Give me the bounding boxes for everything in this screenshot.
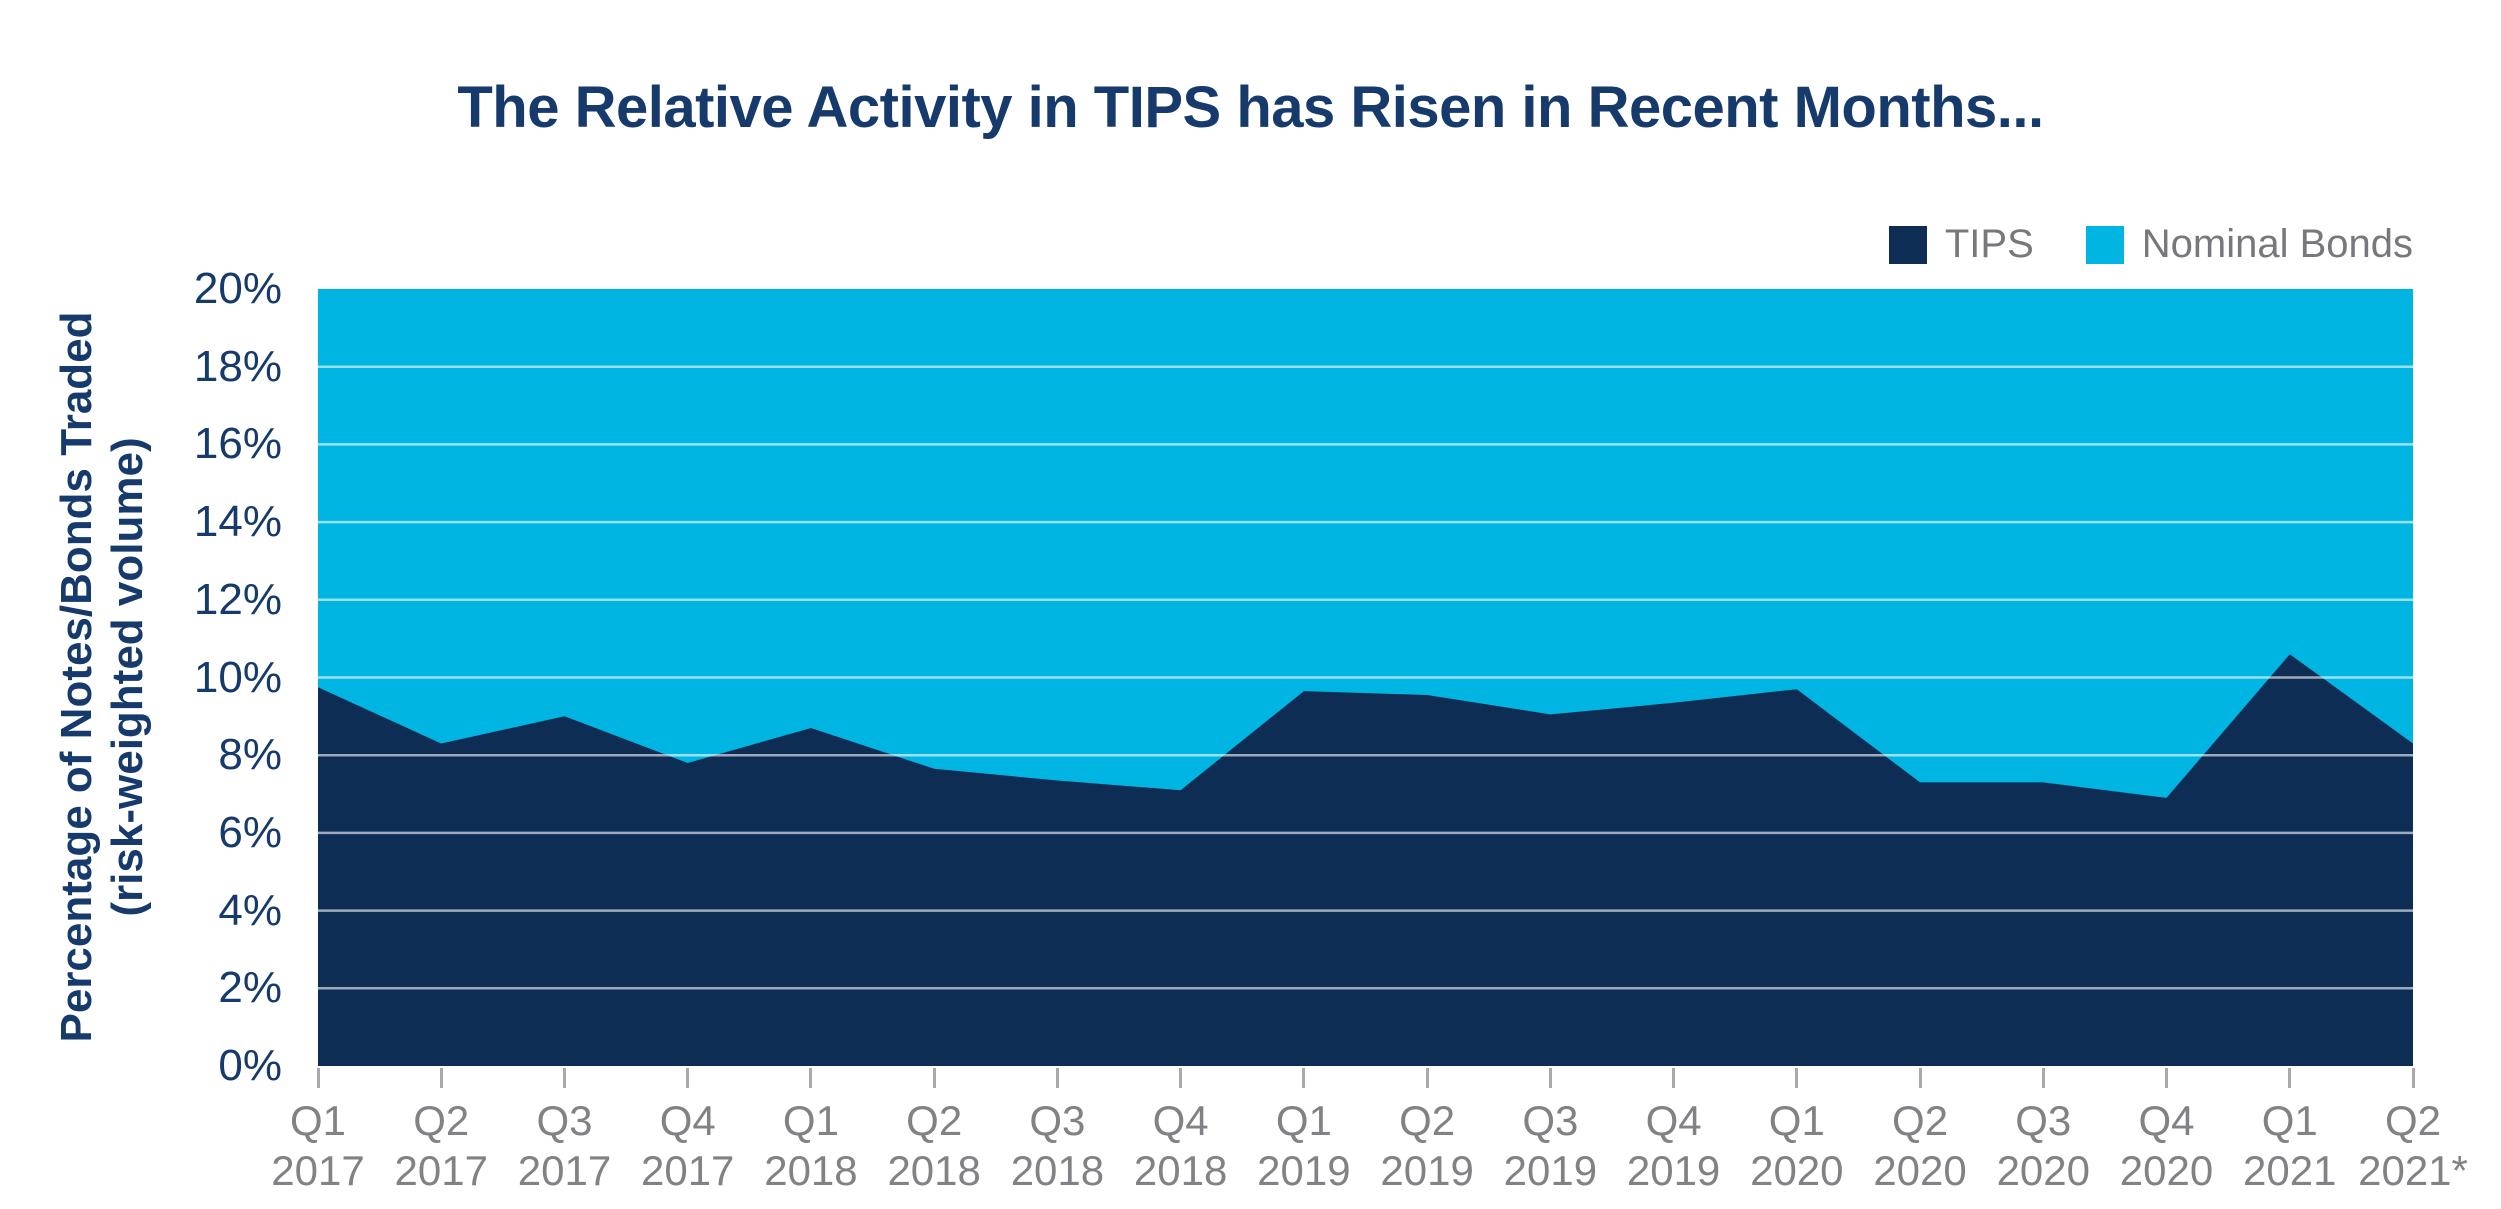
x-axis-tick-mark	[1302, 1068, 1306, 1088]
x-tick-year: 2019	[1380, 1147, 1474, 1194]
x-axis-tick-labels: Q1 2017 Q2 2017 Q3 2017 Q4 2017 Q1 2018 Q2 2018 Q3 20…	[271, 1096, 2468, 1206]
x-tick-quarter: Q3	[536, 1097, 593, 1144]
x-axis-tick-label: Q1 2020	[1750, 1096, 1843, 1196]
x-tick-year: 2020	[1750, 1147, 1844, 1194]
x-axis-tick-label: Q1 2018	[764, 1096, 857, 1196]
x-axis-tick-label: Q2 2017	[395, 1096, 488, 1196]
chart-title: The Relative Activity in TIPS has Risen …	[457, 75, 2044, 140]
x-tick-quarter: Q1	[2261, 1097, 2318, 1144]
x-tick-quarter: Q2	[413, 1097, 470, 1144]
x-axis-tick-mark	[932, 1068, 936, 1088]
x-tick-year: 2017	[517, 1147, 612, 1194]
x-axis-tick-mark	[2288, 1068, 2292, 1088]
x-axis-tick-label: Q2 2019	[1380, 1096, 1473, 1196]
nominal-bonds-swatch	[2085, 225, 2124, 264]
x-tick-quarter: Q1	[1275, 1097, 1332, 1144]
plot-area	[318, 289, 2413, 1066]
x-axis-tick-label: Q1 2021	[2243, 1096, 2336, 1196]
x-axis-tick-label: Q2 2020	[1873, 1096, 1966, 1196]
y-axis-tick-label: 10%	[193, 652, 282, 702]
tips-swatch	[1888, 225, 1927, 264]
x-axis-tick-mark	[2165, 1068, 2169, 1088]
x-axis-tick-label: Q3 2018	[1011, 1096, 1104, 1196]
nominal-bonds-legend-label: Nominal Bonds	[2141, 222, 2413, 266]
y-axis-tick-label: 12%	[193, 574, 282, 624]
x-tick-quarter: Q4	[1645, 1097, 1702, 1144]
x-tick-quarter: Q2	[1892, 1097, 1949, 1144]
x-axis-tick-label: Q1 2017	[271, 1096, 364, 1196]
x-tick-quarter: Q2	[2384, 1097, 2442, 1144]
y-axis-tick-label: 4%	[218, 885, 282, 935]
x-axis-tick-label: Q2 2018	[887, 1096, 980, 1196]
x-axis-tick-label: Q3 2017	[518, 1096, 611, 1196]
x-tick-quarter: Q3	[1029, 1097, 1086, 1144]
x-tick-year: 2020	[1873, 1147, 1967, 1194]
y-axis-tick-label: 16%	[193, 419, 282, 469]
y-axis-tick-label: 0%	[218, 1041, 282, 1090]
x-tick-year: 2018	[1133, 1147, 1228, 1194]
x-axis-tick-mark	[316, 1068, 320, 1088]
x-axis-tick-label: Q4 2019	[1627, 1096, 1720, 1196]
x-axis-tick-mark	[1918, 1068, 1922, 1088]
x-tick-quarter: Q4	[2138, 1097, 2195, 1144]
tips-area	[318, 654, 2413, 1066]
x-tick-year: 2018	[887, 1147, 981, 1194]
x-tick-year: 2018	[1010, 1147, 1105, 1194]
y-axis-tick-label: 18%	[193, 341, 282, 391]
x-axis-tick-label: Q2 2021*	[2358, 1096, 2468, 1196]
tips-legend-label: TIPS	[1944, 222, 2034, 266]
x-tick-quarter: Q1	[289, 1097, 347, 1144]
x-axis-tick-label: Q1 2019	[1257, 1096, 1350, 1196]
x-tick-year: 2017	[394, 1147, 488, 1194]
x-tick-quarter: Q2	[1399, 1097, 1456, 1144]
x-tick-year: 2020	[2119, 1147, 2214, 1194]
x-axis-tick-mark	[439, 1068, 443, 1088]
x-tick-year: 2019	[1257, 1147, 1351, 1194]
x-axis-tick-marks	[316, 1066, 2415, 1088]
x-axis-tick-mark	[1055, 1068, 1059, 1088]
x-axis-tick-mark	[2041, 1068, 2045, 1088]
x-tick-year: 2017	[271, 1147, 365, 1194]
x-axis-tick-mark	[1179, 1068, 1183, 1088]
x-tick-year: 2019	[1503, 1147, 1598, 1194]
y-axis-tick-labels: 0% 2% 4% 6% 8% 10% 12% 14% 16% 18% 20%	[0, 0, 282, 1209]
x-axis-tick-label: Q3 2019	[1504, 1096, 1597, 1196]
x-tick-quarter: Q3	[2015, 1097, 2072, 1144]
x-axis-tick-mark	[2411, 1068, 2415, 1088]
x-axis-tick-label: Q3 2020	[1997, 1096, 2090, 1196]
legend-item-tips: TIPS	[1888, 222, 2034, 267]
x-axis-tick-mark	[562, 1068, 566, 1088]
legend: TIPS Nominal Bonds	[1888, 222, 2413, 267]
x-axis-tick-label: Q4 2018	[1134, 1096, 1227, 1196]
x-tick-year: 2020	[1996, 1147, 2090, 1194]
y-axis-tick-label: 2%	[218, 963, 282, 1013]
y-axis-tick-label: 20%	[193, 264, 282, 313]
x-tick-year: 2021	[2243, 1147, 2337, 1194]
x-tick-quarter: Q4	[1152, 1097, 1209, 1144]
x-axis-tick-mark	[686, 1068, 690, 1088]
x-tick-year: 2021*	[2358, 1147, 2468, 1194]
y-axis-tick-label: 8%	[218, 730, 282, 780]
x-axis-tick-mark	[1672, 1068, 1676, 1088]
x-tick-quarter: Q2	[906, 1097, 963, 1144]
x-axis-tick-label: Q4 2020	[2120, 1096, 2213, 1196]
legend-item-nominal-bonds: Nominal Bonds	[2085, 222, 2413, 267]
x-tick-year: 2017	[640, 1147, 735, 1194]
x-axis-tick-mark	[1425, 1068, 1429, 1088]
x-axis-tick-mark	[809, 1068, 813, 1088]
stacked-area-svg	[318, 289, 2413, 1066]
x-axis-tick-label: Q4 2017	[641, 1096, 734, 1196]
x-axis-tick-mark	[1548, 1068, 1552, 1088]
x-tick-year: 2018	[764, 1147, 858, 1194]
x-axis-tick-mark	[1795, 1068, 1799, 1088]
y-axis-tick-label: 6%	[218, 807, 282, 857]
x-tick-quarter: Q1	[1768, 1097, 1825, 1144]
x-tick-quarter: Q1	[782, 1097, 839, 1144]
x-tick-year: 2019	[1626, 1147, 1721, 1194]
y-axis-tick-label: 14%	[193, 497, 282, 547]
x-tick-quarter: Q3	[1522, 1097, 1579, 1144]
x-tick-quarter: Q4	[659, 1097, 716, 1144]
